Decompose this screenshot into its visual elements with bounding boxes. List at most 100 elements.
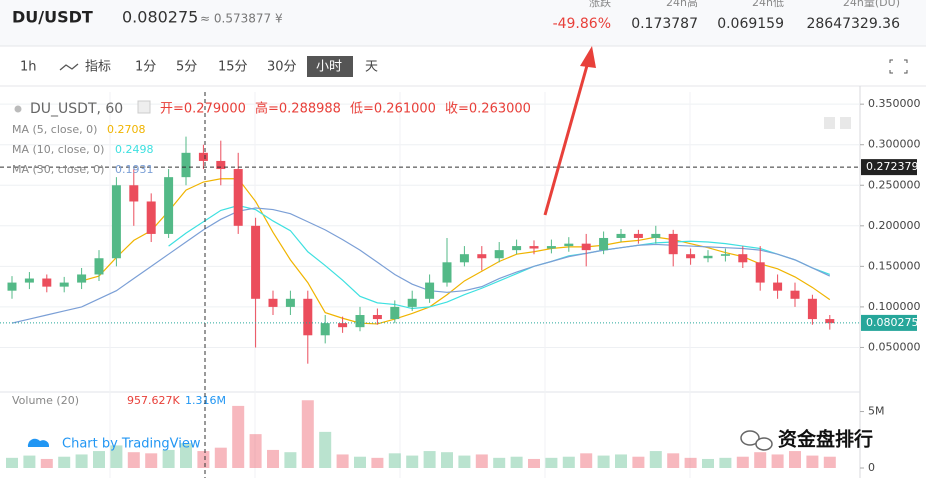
fullscreen-icon[interactable]: [889, 59, 908, 74]
volume-bar: [249, 434, 262, 468]
volume-bar: [371, 457, 384, 468]
stat-value: -49.86%: [553, 16, 611, 32]
candle-body: [181, 152, 191, 178]
ma-line: [168, 204, 831, 310]
settings-icon[interactable]: [137, 100, 151, 114]
stats: 涨跌 -49.86% 24h高 0.173787 24h低 0.069159 24h量(DU…: [553, 0, 901, 32]
volume-bar: [667, 453, 680, 468]
volume-bar: [40, 458, 53, 468]
ohlc-value: 高=0.288988: [255, 101, 341, 117]
candle-body: [372, 315, 382, 320]
y-tick-label: 0.250000: [868, 178, 921, 191]
stat-label: 24h高: [666, 0, 698, 9]
toolbar-item[interactable]: 天: [365, 60, 378, 75]
candle-body: [825, 319, 835, 324]
stat-value: 0.069159: [717, 16, 784, 32]
candle-body: [94, 258, 104, 275]
volume-bar: [510, 456, 523, 468]
volume-bar: [545, 457, 558, 468]
volume-bar: [597, 455, 610, 468]
volume-bar: [441, 452, 453, 468]
stat-value: 0.173787: [631, 16, 698, 32]
candle-body: [42, 278, 52, 287]
toolbar-item[interactable]: 指标: [85, 60, 111, 75]
candle-body: [703, 255, 713, 259]
candle-body: [442, 262, 452, 283]
price: 0.080275: [122, 8, 198, 27]
active-tab: [307, 56, 353, 77]
volume-bar: [214, 447, 227, 468]
volume-bar: [528, 458, 540, 468]
arrow-head: [580, 46, 596, 68]
toolbar-item[interactable]: 15分: [218, 60, 248, 75]
chart-title: DU_USDT, 60: [30, 101, 123, 117]
volume-bar: [110, 445, 123, 468]
volume-bar: [580, 453, 593, 468]
candle-body: [581, 243, 591, 251]
ma-legend: MA (5, close, 0): [12, 123, 97, 136]
volume-bar: [702, 458, 714, 468]
ma-reading: 0.2498: [115, 143, 154, 156]
ma-reading: 0.2708: [107, 123, 146, 136]
stat-value: 28647329.36: [806, 16, 900, 32]
candle-body: [546, 246, 556, 249]
scroll-icon[interactable]: [824, 117, 835, 129]
candle-body: [146, 201, 156, 234]
candle-body: [790, 290, 800, 299]
candle-body: [564, 243, 574, 247]
toolbar-item[interactable]: 1分: [135, 60, 156, 75]
candle-body: [7, 282, 17, 291]
candle-body: [755, 262, 765, 283]
status-dot: [14, 105, 22, 113]
ma-line: [81, 178, 831, 325]
price-label-box: [861, 159, 917, 176]
candle-body: [77, 274, 87, 283]
candle-body: [720, 254, 730, 256]
candle-body: [24, 278, 34, 283]
ohlc-value: 收=0.263000: [445, 102, 531, 117]
volume-bar: [649, 451, 662, 468]
volume-bar: [406, 455, 419, 468]
scroll-icon[interactable]: [840, 117, 851, 129]
volume-bar: [93, 451, 105, 468]
ohlc-value: 开=0.279000: [160, 102, 246, 117]
volume-bar: [632, 456, 645, 468]
watermark: Chart by TradingView: [62, 437, 201, 452]
volume-bar: [789, 451, 801, 468]
y-tick-label: 0.050000: [868, 340, 921, 353]
volume-bar: [162, 449, 175, 468]
candle-body: [738, 254, 748, 263]
volume-reading: 957.627K: [127, 394, 180, 407]
candle-body: [477, 254, 487, 259]
volume-bar: [267, 449, 279, 468]
candle-body: [773, 282, 783, 291]
toolbar-item[interactable]: 小时: [316, 60, 342, 75]
toolbar-item[interactable]: 30分: [267, 60, 297, 75]
stat-label: 24h量(DU): [843, 0, 900, 9]
volume-bar: [615, 454, 627, 468]
candle-body: [686, 254, 696, 259]
volume-bar: [232, 405, 245, 468]
volume-bar: [423, 451, 436, 468]
volume-bar: [684, 457, 697, 468]
candle-body: [668, 233, 678, 255]
candle-body: [616, 233, 626, 238]
header-bg: [0, 0, 926, 46]
pair: DU/USDT: [12, 8, 93, 27]
candle-body: [320, 323, 330, 336]
candle-body: [390, 306, 400, 320]
candle-body: [111, 185, 121, 259]
volume-bar: [284, 452, 297, 468]
candle-body: [651, 233, 661, 238]
volume-bar: [197, 451, 210, 468]
y-tick-label: 0.100000: [868, 300, 921, 313]
toolbar-item[interactable]: 5分: [176, 60, 197, 75]
candle-body: [807, 298, 817, 320]
wechat-icon: [740, 430, 760, 446]
volume-bar: [23, 455, 36, 468]
ma-reading: 0.1931: [115, 163, 154, 176]
toolbar: 1h 指标 1分 5分 15分 30分 小时 天: [20, 56, 378, 77]
toolbar-item[interactable]: 1h: [20, 60, 37, 75]
volume-bar: [336, 454, 349, 468]
